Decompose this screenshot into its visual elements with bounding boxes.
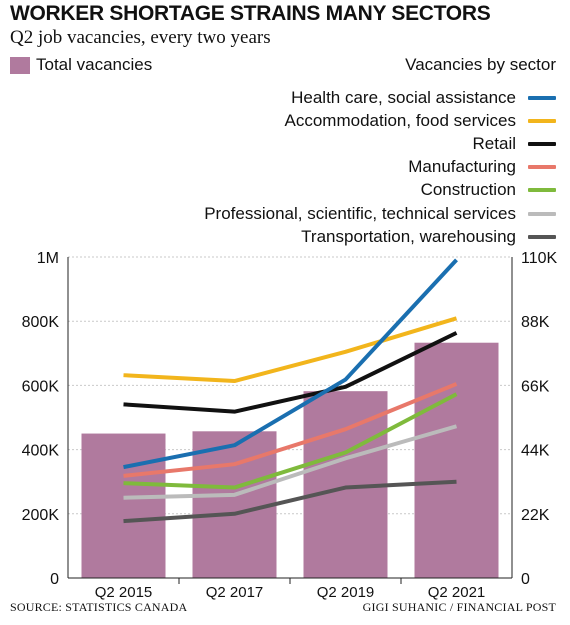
- legend-line-swatch: [528, 141, 556, 146]
- legend-label: Retail: [472, 133, 516, 153]
- y-right-tick-label: 22K: [521, 507, 550, 524]
- total-vacancies-bar: [81, 433, 166, 578]
- y-left-tick-label: 1M: [37, 250, 59, 267]
- legend-item: Retail: [204, 132, 556, 155]
- y-right-tick-label: 110K: [521, 250, 558, 267]
- source-note: SOURCE: STATISTICS CANADA: [10, 600, 188, 614]
- credit-note: GIGI SUHANIC / FINANCIAL POST: [362, 600, 556, 614]
- total-vacancies-bar: [414, 342, 499, 578]
- legend-item: Transportation, warehousing: [204, 225, 556, 248]
- y-left-tick-label: 200K: [22, 507, 60, 524]
- legend-item: Health care, social assistance: [204, 86, 556, 109]
- y-right-tick-label: 44K: [521, 443, 550, 460]
- y-left-tick-label: 0: [50, 571, 59, 588]
- legend-label: Health care, social assistance: [291, 87, 516, 107]
- x-tick-label: Q2 2019: [317, 584, 375, 601]
- legend-label: Accommodation, food services: [284, 110, 517, 130]
- y-left-tick-label: 600K: [22, 378, 60, 395]
- legend-label: Construction: [420, 180, 516, 200]
- legend-line-swatch: [528, 118, 556, 123]
- x-tick-label: Q2 2017: [206, 584, 264, 601]
- series-line: [123, 479, 457, 524]
- bar-legend: Total vacancies: [10, 55, 152, 75]
- series-line: [123, 392, 458, 490]
- legend-line-swatch: [528, 95, 556, 100]
- legend-item: Manufacturing: [204, 156, 556, 179]
- legend-item: Construction: [204, 179, 556, 202]
- y-right-tick-label: 66K: [521, 378, 550, 395]
- x-tick-label: Q2 2021: [428, 584, 486, 601]
- y-left-tick-label: 400K: [22, 443, 60, 460]
- series-line: [123, 331, 458, 414]
- legend-label: Manufacturing: [408, 157, 516, 177]
- series-line: [123, 258, 458, 470]
- legend-line-swatch: [528, 234, 556, 239]
- series-line: [123, 424, 458, 500]
- x-tick-label: Q2 2015: [95, 584, 153, 601]
- chart-subtitle: Q2 job vacancies, every two years: [10, 27, 271, 48]
- series-line: [123, 316, 458, 384]
- y-right-tick-label: 0: [521, 571, 530, 588]
- legend-line-swatch: [528, 165, 556, 170]
- bar-legend-swatch: [10, 56, 30, 74]
- sector-legend: Health care, social assistance Accommodat…: [204, 86, 556, 248]
- sector-legend-title: Vacancies by sector: [405, 55, 556, 74]
- chart-title: WORKER SHORTAGE STRAINS MANY SECTORS: [10, 2, 491, 25]
- legend-item: Professional, scientific, technical serv…: [204, 202, 556, 225]
- y-left-tick-label: 800K: [22, 314, 60, 331]
- legend-line-swatch: [528, 211, 556, 216]
- y-right-tick-label: 88K: [521, 314, 550, 331]
- series-line: [123, 382, 458, 478]
- legend-line-swatch: [528, 188, 556, 193]
- legend-label: Professional, scientific, technical serv…: [204, 203, 516, 223]
- legend-label: Transportation, warehousing: [301, 226, 516, 246]
- legend-item: Accommodation, food services: [204, 109, 556, 132]
- bar-legend-label: Total vacancies: [36, 55, 153, 74]
